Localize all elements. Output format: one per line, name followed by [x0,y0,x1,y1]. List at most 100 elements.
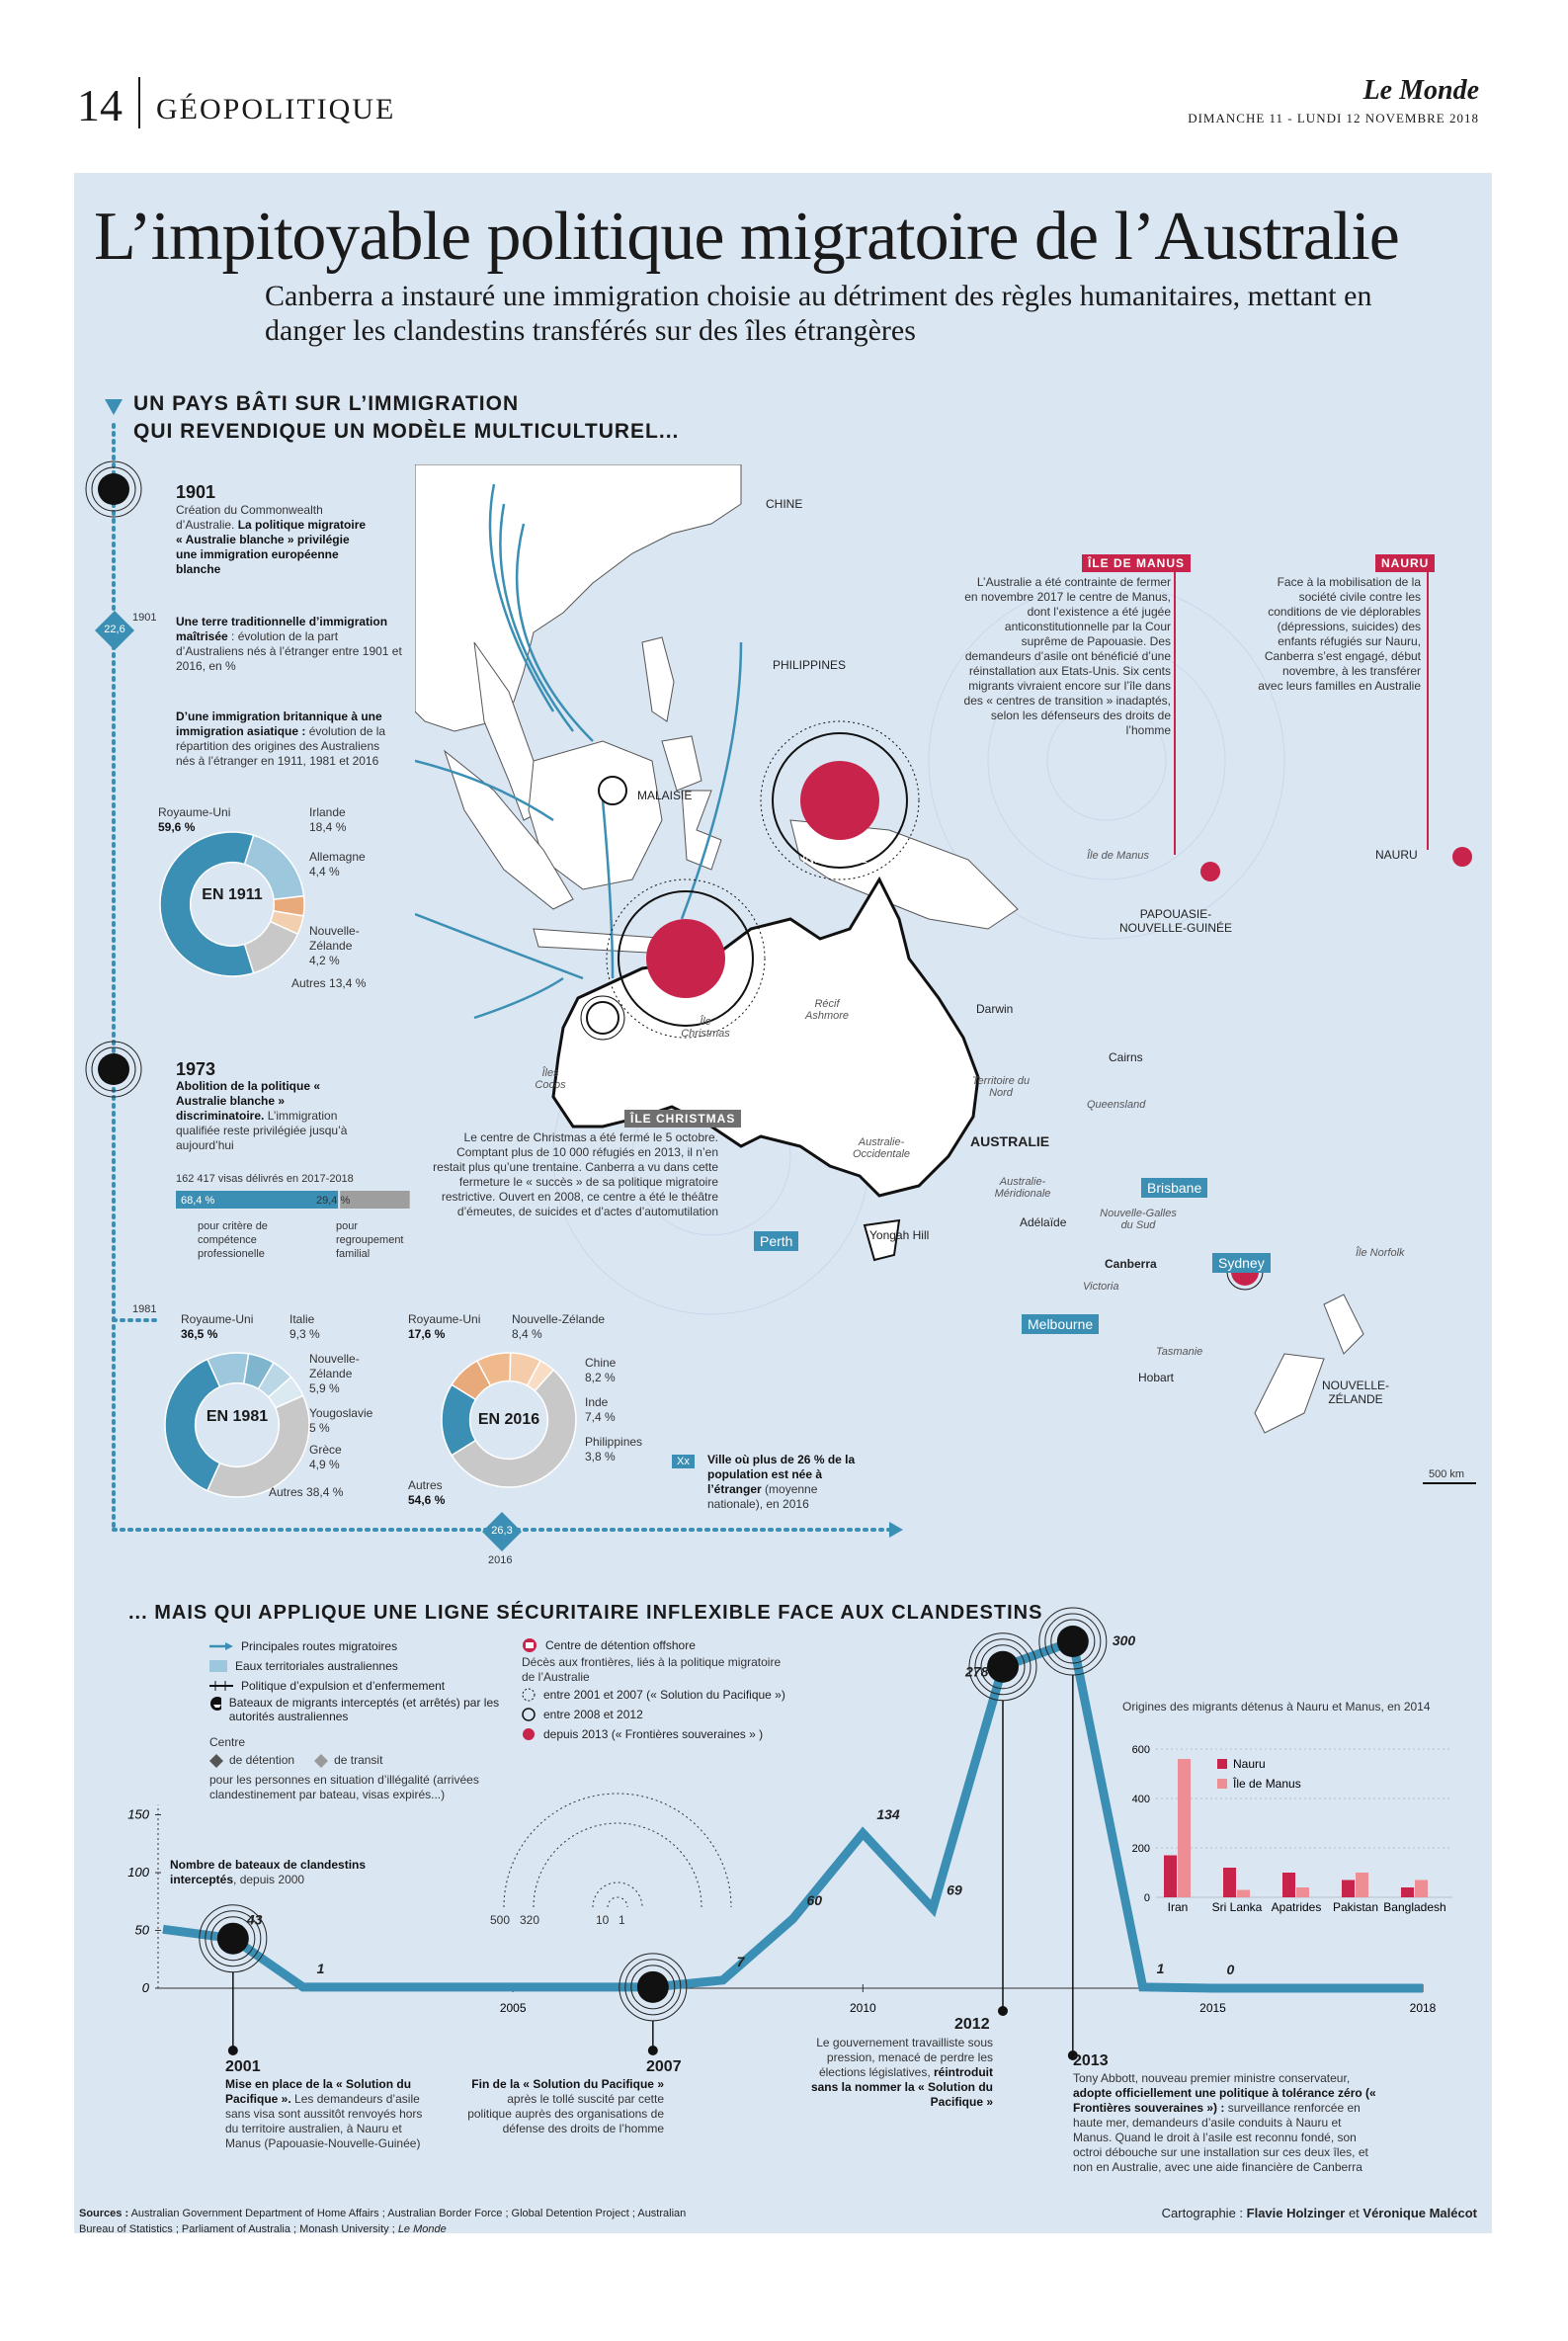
bar-pakistan-0 [1342,1880,1355,1897]
credits: Cartographie : Flavie Holzinger et Véron… [1161,2206,1477,2220]
bar-y-tick: 0 [1144,1892,1150,1904]
donut-slice-royaume-uni [159,831,255,977]
event-2012-year: 2012 [954,2016,990,2033]
donut-1981-title: EN 1981 [206,1408,269,1425]
x-tick-label: 2005 [500,2001,527,2015]
trend-caption: Une terre traditionnelle d’immigration m… [176,615,402,673]
legend-centre-note: pour les personnes en situation d’illéga… [209,1773,479,1801]
dashed-circle-icon [522,1688,536,1702]
data-label-2010: 134 [876,1806,900,1822]
legend-routes: Principales routes migratoires [209,1636,516,1656]
event-2007-text: Fin de la « Solution du Pacifique » aprè… [467,2077,664,2135]
christmas-tag: ÎLE CHRISTMAS [624,1110,742,1128]
origins-bar-chart: 0 200 400 600 Iran Sri Lanka Apatrides Pakistan… [1132,1744,1452,1914]
share-2016-year: 2016 [488,1554,513,1566]
nauru-text: Face à la mobilisation de la société civ… [1258,575,1421,693]
donut-slice-royaume-uni [164,1358,221,1492]
event-ring [974,1638,1032,1696]
legend-waters: Eaux territoriales australiennes [209,1656,516,1676]
bar-apatrides-0 [1282,1873,1295,1897]
x-tick-label: 2018 [1410,2001,1437,2015]
bar-bangladesh-0 [1401,1887,1414,1897]
event-2013-text: Tony Abbott, nouveau premier ministre co… [1073,2071,1376,2174]
data-label-2012: 278 [964,1664,989,1680]
bar-category-label: Pakistan [1333,1900,1378,1914]
map-label-adelaide: Adélaïde [1020,1215,1067,1229]
city-sydney: Sydney [1212,1253,1271,1273]
visas-family-segment [340,1191,410,1209]
page-title: L’impitoyable politique migratoire de l’… [94,199,1400,275]
bar-category-label: Iran [1168,1900,1189,1914]
section-title: GÉOPOLITIQUE [156,93,396,125]
christmas-text: Le centre de Christmas a été fermé le 5 … [433,1130,718,1218]
donut-1911-title: EN 1911 [202,886,263,903]
map-label-nauru: NAURU [1375,848,1418,862]
bar-chart-title: Origines des migrants détenus à Nauru et… [1122,1700,1431,1714]
event-2013-year: 2013 [1073,2052,1109,2069]
event-1901-year: 1901 [176,482,216,502]
event-point-2013 [1056,1626,1089,1657]
donut-1981-label-yu: Yougoslavie 5 % [309,1406,373,1435]
map-label-canberra: Canberra [1105,1257,1157,1271]
visas-family-pct: 29,4 % [316,1195,351,1207]
legend-deaths-2013: depuis 2013 (« Frontières souveraines » … [522,1724,788,1744]
bar-iran-1 [1178,1759,1191,1897]
visas-skill-segment [176,1191,339,1209]
donut-2016-label-nz: Nouvelle-Zélande 8,4 % [512,1312,606,1341]
map-scale-bar [1423,1482,1476,1484]
map-scale: 500 km [1429,1468,1465,1480]
donut-1981-label-it: Italie 9,3 % [289,1312,320,1341]
map-label-cocos: Îles Cocos [535,1067,566,1091]
event-leader-dot [227,2046,238,2055]
legend-centre-types: de détention de transit [209,1753,382,1768]
map-label-tnord: Territoire du Nord [971,1075,1031,1099]
map-label-cairns: Cairns [1109,1050,1143,1064]
donut-1911-label-irl: Irlande 18,4 % [309,805,347,834]
visas-bar [176,1191,410,1209]
foreign-city-legend-swatch: Xx [672,1455,695,1468]
route-arrow-icon [209,1642,233,1650]
event-1901-marker [85,460,142,518]
city-brisbane: Brisbane [1141,1178,1208,1198]
event-1973-year: 1973 [176,1059,216,1079]
bar-iran-0 [1164,1855,1177,1897]
visas-title: 162 417 visas délivrés en 2017-2018 [176,1173,354,1185]
bar-legend-swatch [1217,1759,1227,1769]
event-2007-year: 2007 [646,2058,682,2075]
event-ring [205,1910,262,1967]
marker-1981-year: 1981 [132,1303,157,1315]
bar-y-tick: 200 [1132,1843,1150,1855]
share-1901-value: 22,6 [104,624,125,635]
event-ring [1044,1613,1102,1670]
event-point-2001 [216,1922,249,1955]
boat-icon [210,1697,221,1711]
bar-apatrides-1 [1296,1887,1309,1897]
bar-category-label: Sri Lanka [1212,1900,1263,1914]
manus-leader-line [1174,568,1176,855]
bar-category-label: Bangladesh [1383,1900,1445,1914]
map-label-amerid: Australie-Méridionale [994,1176,1051,1200]
page-number: 14 [77,80,123,130]
bar-legend-label: Nauru [1233,1757,1266,1771]
bar-sri-lanka-0 [1223,1868,1236,1897]
deaths-scale-circles [503,1793,732,1908]
data-label-2001: 43 [246,1912,263,1928]
map-label-australie: AUSTRALIE [970,1133,1050,1149]
scale-320: 320 [520,1913,540,1927]
donut-2016-label-autres: Autres 54,6 % [408,1478,446,1507]
bar-bangladesh-1 [1415,1880,1428,1897]
map-label-yongah: Yongah Hill [869,1228,930,1242]
event-ring [210,1916,256,1962]
event-point-2012 [987,1650,1019,1683]
data-label-2014: 1 [1157,1961,1165,1976]
event-leader-dot [647,2046,658,2055]
map-label-tasmanie: Tasmanie [1156,1346,1203,1358]
detention-icon [209,1753,223,1768]
bar-y-tick: 400 [1132,1794,1150,1805]
waters-swatch-icon [209,1660,227,1672]
map-label-christmas: Île Christmas [681,1016,730,1040]
donut-2016-label-ph: Philippines 3,8 % [585,1435,643,1463]
newspaper-logo: Le Monde [1362,75,1479,106]
donut-1981-label-uk: Royaume-Uni 36,5 % [181,1312,254,1341]
